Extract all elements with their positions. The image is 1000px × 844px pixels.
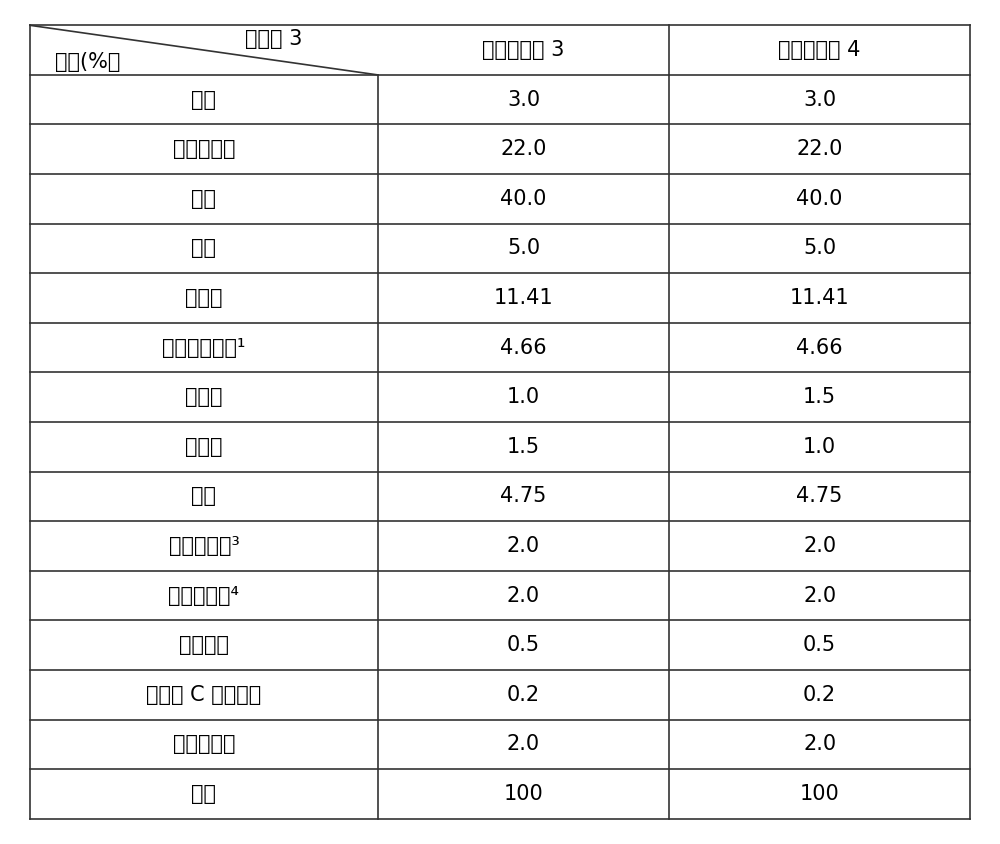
Text: 3.0: 3.0 xyxy=(507,89,540,110)
Text: 精氨酸: 精氨酸 xyxy=(185,437,223,457)
Text: 0.5: 0.5 xyxy=(803,636,836,655)
Text: 100: 100 xyxy=(800,784,839,803)
Text: 纤维素: 纤维素 xyxy=(185,288,223,308)
Text: 22.0: 22.0 xyxy=(500,139,547,160)
Text: 11.41: 11.41 xyxy=(790,288,849,308)
Text: 复合维生素³: 复合维生素³ xyxy=(169,536,239,556)
Text: 0.2: 0.2 xyxy=(803,684,836,705)
Text: 11.41: 11.41 xyxy=(494,288,553,308)
Text: 2.0: 2.0 xyxy=(803,734,836,755)
Text: 0.2: 0.2 xyxy=(507,684,540,705)
Text: 磷酸二氢钙: 磷酸二氢钙 xyxy=(173,734,235,755)
Text: 豆油: 豆油 xyxy=(191,486,216,506)
Text: 1.5: 1.5 xyxy=(803,387,836,407)
Text: 玉米蛋白粉: 玉米蛋白粉 xyxy=(173,139,235,160)
Text: 测试组配方 4: 测试组配方 4 xyxy=(778,41,861,60)
Text: 测试组配方 3: 测试组配方 3 xyxy=(482,41,565,60)
Text: 2.0: 2.0 xyxy=(803,586,836,605)
Text: 2.0: 2.0 xyxy=(803,536,836,556)
Text: 甘氨酸: 甘氨酸 xyxy=(185,387,223,407)
Text: 5.0: 5.0 xyxy=(803,239,836,258)
Text: 22.0: 22.0 xyxy=(796,139,843,160)
Text: 3.0: 3.0 xyxy=(803,89,836,110)
Text: 5.0: 5.0 xyxy=(507,239,540,258)
Text: 2.0: 2.0 xyxy=(507,586,540,605)
Text: 实施例 3: 实施例 3 xyxy=(245,29,303,49)
Text: 维生素 C 磷酸酯钙: 维生素 C 磷酸酯钙 xyxy=(146,684,262,705)
Text: 面粉: 面粉 xyxy=(191,189,216,208)
Text: 40.0: 40.0 xyxy=(796,189,843,208)
Text: 原料(%）: 原料(%） xyxy=(55,51,120,72)
Text: 豆粕: 豆粕 xyxy=(191,239,216,258)
Text: 2.0: 2.0 xyxy=(507,734,540,755)
Text: 1.0: 1.0 xyxy=(803,437,836,457)
Text: 100: 100 xyxy=(504,784,543,803)
Text: 鱼粉: 鱼粉 xyxy=(191,89,216,110)
Text: 0.5: 0.5 xyxy=(507,636,540,655)
Text: 总量: 总量 xyxy=(191,784,216,803)
Text: 4.66: 4.66 xyxy=(500,338,547,358)
Text: 2.0: 2.0 xyxy=(507,536,540,556)
Text: 氨基酸混合物¹: 氨基酸混合物¹ xyxy=(162,338,246,358)
Text: 1.5: 1.5 xyxy=(507,437,540,457)
Text: 4.75: 4.75 xyxy=(500,486,547,506)
Text: 4.75: 4.75 xyxy=(796,486,843,506)
Text: 1.0: 1.0 xyxy=(507,387,540,407)
Text: 氯化胆碱: 氯化胆碱 xyxy=(179,636,229,655)
Text: 复合矿物盐⁴: 复合矿物盐⁴ xyxy=(168,586,239,605)
Text: 4.66: 4.66 xyxy=(796,338,843,358)
Text: 40.0: 40.0 xyxy=(500,189,547,208)
